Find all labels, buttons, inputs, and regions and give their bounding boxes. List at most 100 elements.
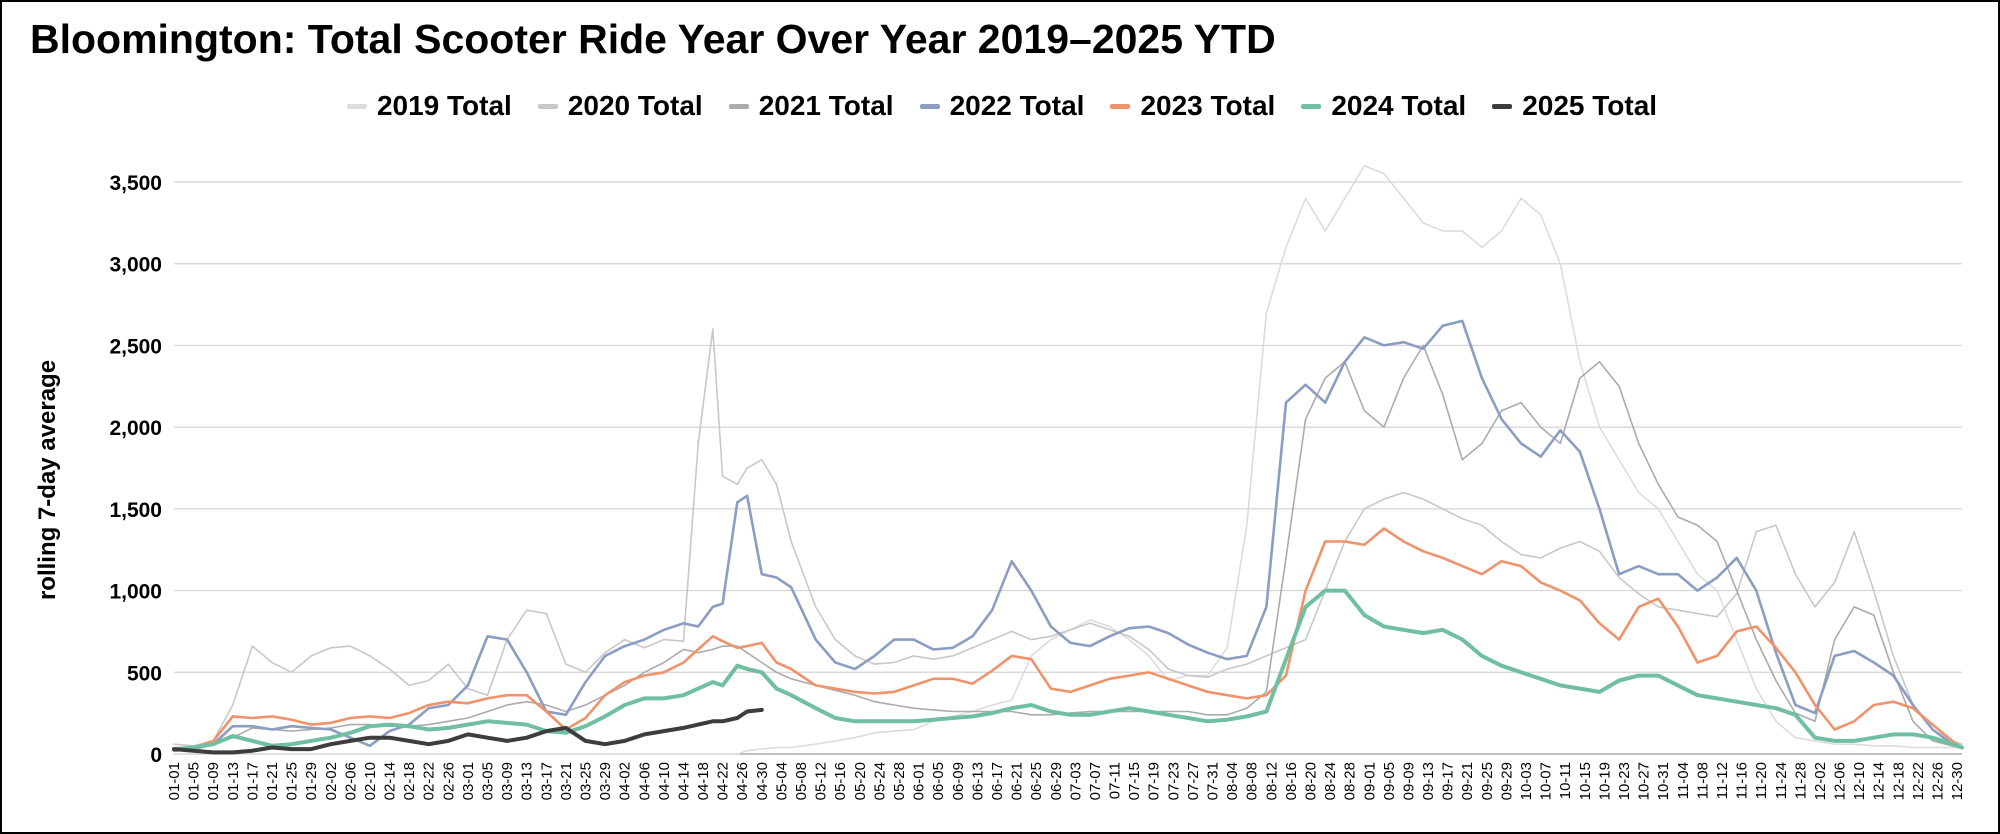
x-tick-label: 05-12 [813, 762, 830, 800]
x-tick-label: 12-06 [1832, 762, 1849, 800]
legend-label: 2020 Total [567, 90, 703, 121]
x-tick-label: 04-22 [715, 762, 732, 800]
x-tick-label: 07-03 [1067, 762, 1084, 800]
x-tick-label: 03-25 [577, 762, 594, 800]
x-tick-label: 11-16 [1734, 762, 1751, 799]
legend-item-2022-total: 2022 Total [919, 90, 1085, 122]
y-tick-label: 1,500 [109, 499, 162, 522]
x-tick-label: 11-24 [1773, 762, 1790, 799]
x-tick-label: 05-08 [793, 762, 810, 800]
x-tick-label: 04-18 [695, 762, 712, 800]
x-tick-label: 08-20 [1302, 762, 1319, 800]
x-tick-label: 03-05 [480, 762, 497, 800]
x-tick-label: 03-21 [558, 762, 575, 800]
x-tick-label: 01-09 [205, 762, 222, 800]
x-tick-label: 08-24 [1322, 762, 1339, 800]
x-tick-label: 10-11 [1557, 762, 1574, 799]
legend-swatch [346, 103, 367, 109]
x-tick-label: 08-08 [1244, 762, 1261, 800]
series-line-2023-total [172, 527, 1964, 751]
x-tick-label: 12-02 [1812, 762, 1829, 800]
x-tick-label: 07-15 [1126, 762, 1143, 800]
x-tick-label: 11-28 [1792, 762, 1809, 799]
x-tick-label: 07-23 [1165, 762, 1182, 800]
x-tick-label: 11-04 [1675, 762, 1692, 799]
x-tick-label: 01-25 [284, 762, 301, 800]
legend-label: 2019 Total [376, 90, 512, 121]
legend-item-2021-total: 2021 Total [728, 90, 894, 122]
legend-item-2019-total: 2019 Total [346, 90, 512, 122]
x-tick-label: 09-05 [1381, 762, 1398, 800]
x-tick-label: 04-14 [675, 762, 692, 800]
series-line-2022-total [172, 319, 1964, 753]
y-tick-label: 3,000 [109, 254, 162, 277]
series-line-2025-total [172, 707, 764, 755]
x-tick-label: 08-12 [1263, 762, 1280, 800]
legend-swatch [537, 103, 558, 109]
x-tick-label: 01-17 [244, 762, 261, 800]
x-tick-label: 06-21 [1009, 762, 1026, 800]
x-tick-label: 02-18 [401, 762, 418, 800]
x-tick-label: 09-09 [1400, 762, 1417, 800]
x-tick-label: 05-04 [773, 762, 790, 800]
x-tick-label: 01-05 [186, 762, 203, 800]
legend-swatch [728, 103, 749, 109]
x-tick-label: 04-06 [636, 762, 653, 800]
x-tick-label: 06-09 [950, 762, 967, 800]
legend-label: 2024 Total [1331, 90, 1467, 121]
x-tick-label: 07-31 [1205, 762, 1222, 800]
x-tick-label: 05-16 [832, 762, 849, 800]
x-tick-label: 02-06 [342, 762, 359, 800]
x-tick-label: 04-26 [734, 762, 751, 800]
y-tick-label: 1,000 [109, 581, 162, 604]
x-tick-label: 02-26 [440, 762, 457, 800]
x-tick-label: 03-01 [460, 762, 477, 800]
x-tick-label: 03-09 [499, 762, 516, 800]
x-tick-label: 01-13 [225, 762, 242, 800]
x-tick-label: 07-19 [1146, 762, 1163, 800]
x-tick-label: 09-29 [1498, 762, 1515, 800]
x-tick-label: 06-01 [911, 762, 928, 800]
legend-swatch [1301, 103, 1322, 109]
x-tick-label: 07-07 [1087, 762, 1104, 800]
legend-swatch [1492, 103, 1513, 109]
x-tick-label: 03-17 [538, 762, 555, 800]
y-tick-label: 0 [150, 744, 162, 767]
x-tick-label: 10-23 [1616, 762, 1633, 800]
y-tick-label: 2,000 [109, 417, 162, 440]
x-tick-label: 05-28 [891, 762, 908, 800]
x-tick-label: 11-08 [1694, 762, 1711, 799]
x-tick-label: 11-20 [1753, 762, 1770, 799]
legend-item-2020-total: 2020 Total [537, 90, 703, 122]
series-line-2021-total [173, 344, 1963, 750]
series-line-2024-total [172, 588, 1964, 752]
x-tick-label: 04-10 [656, 762, 673, 800]
x-tick-label: 06-25 [1028, 762, 1045, 800]
legend-item-2023-total: 2023 Total [1110, 90, 1275, 122]
x-tick-label: 09-21 [1459, 762, 1476, 800]
x-tick-label: 05-20 [852, 762, 869, 800]
chart-title: Bloomington: Total Scooter Ride Year Ove… [30, 16, 1276, 62]
x-tick-label: 11-12 [1714, 762, 1731, 799]
x-tick-label: 01-29 [303, 762, 320, 800]
x-tick-label: 08-04 [1224, 762, 1241, 800]
x-tick-label: 09-17 [1440, 762, 1457, 800]
x-tick-label: 04-02 [617, 762, 634, 800]
x-tick-label: 03-29 [597, 762, 614, 800]
x-tick-label: 01-01 [166, 762, 183, 800]
legend-label: 2022 Total [949, 90, 1085, 121]
x-tick-label: 09-13 [1420, 762, 1437, 800]
x-tick-label: 12-26 [1930, 762, 1947, 800]
x-tick-label: 02-22 [421, 762, 438, 800]
chart-legend: 2019 Total 2020 Total 2021 Total 2022 Total… [2, 90, 1998, 122]
x-tick-label: 10-07 [1538, 762, 1555, 800]
x-tick-label: 12-30 [1949, 762, 1966, 800]
x-tick-label: 04-30 [754, 762, 771, 800]
x-tick-label: 07-27 [1185, 762, 1202, 800]
x-tick-label: 09-25 [1479, 762, 1496, 800]
x-tick-label: 02-14 [382, 762, 399, 800]
y-tick-label: 500 [127, 662, 162, 685]
x-tick-label: 10-31 [1655, 762, 1672, 800]
y-axis-label: rolling 7-day average [34, 359, 61, 601]
